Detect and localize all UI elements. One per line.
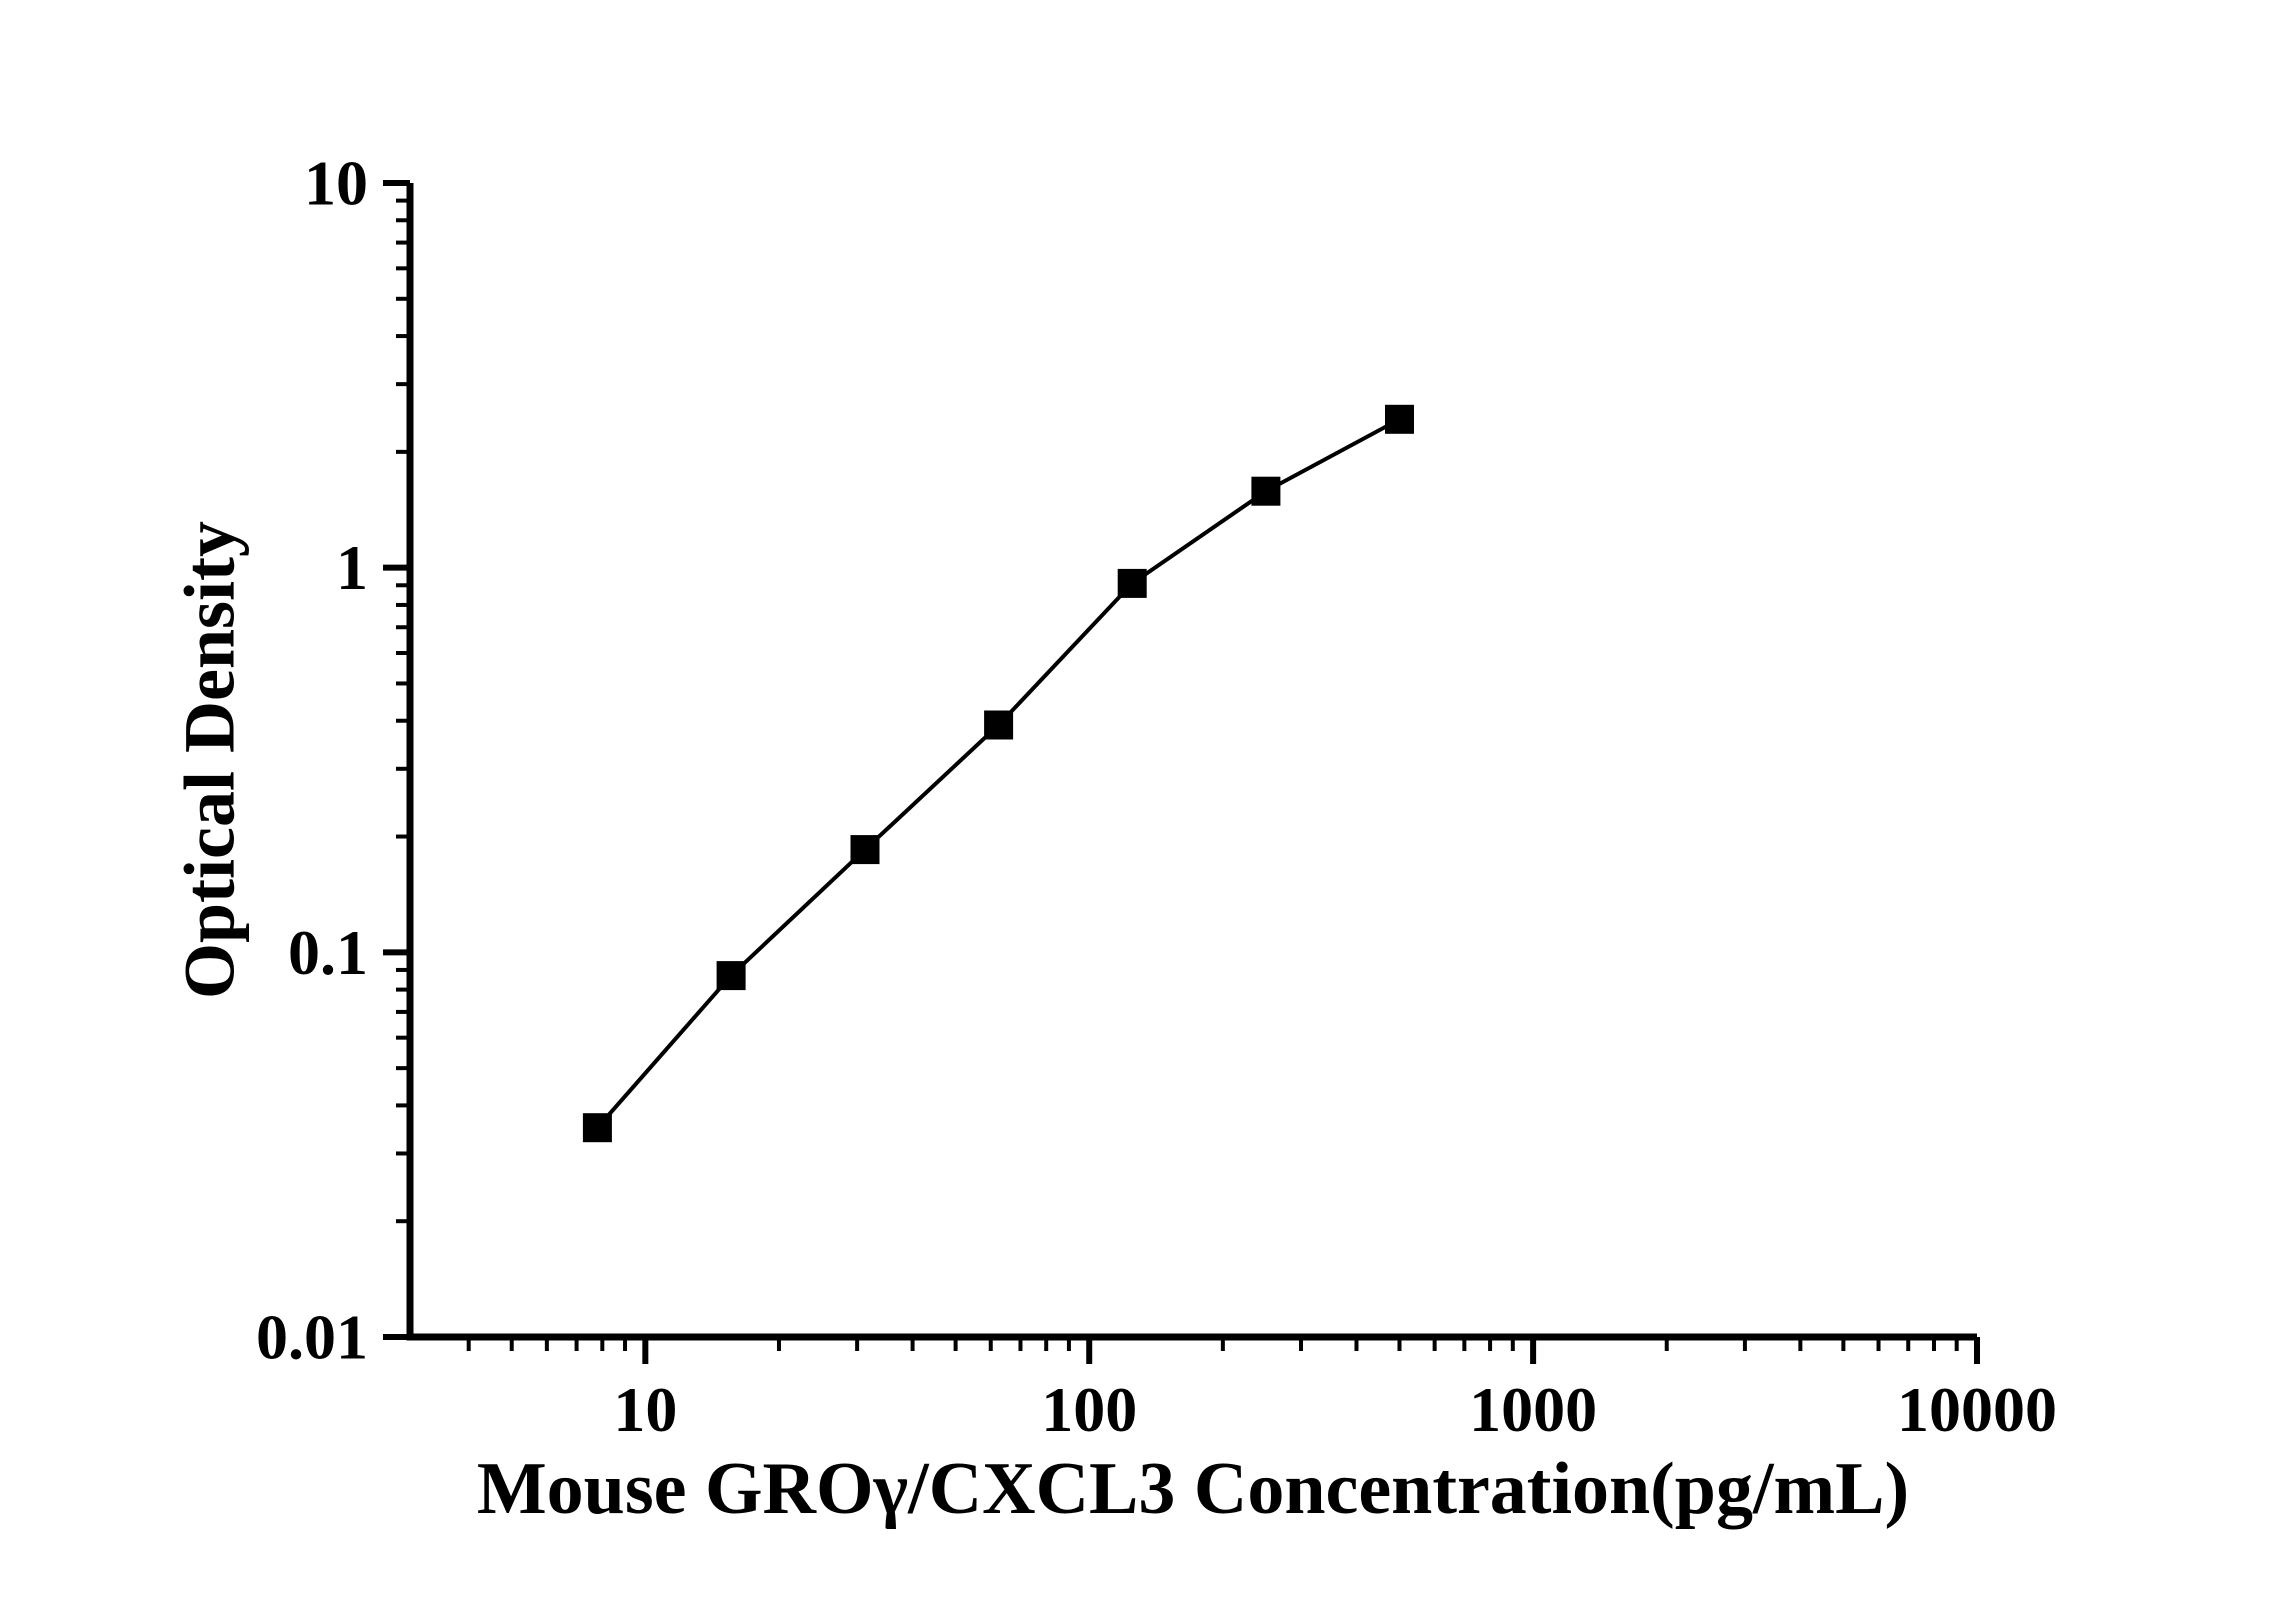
series [582, 404, 1414, 1143]
major-ticks [383, 180, 1980, 1364]
data-point-marker [1117, 568, 1147, 598]
y-tick-label: 0.1 [288, 917, 368, 988]
minor-ticks [396, 198, 1959, 1351]
x-tick-label: 10 [613, 1374, 677, 1445]
data-point-marker [716, 961, 746, 991]
x-tick-label: 1000 [1469, 1374, 1597, 1445]
axis-spines [406, 183, 1977, 1341]
y-tick-label: 10 [304, 148, 368, 219]
data-point-marker [850, 835, 880, 865]
data-point-marker [1385, 404, 1414, 434]
y-tick-label: 1 [336, 532, 368, 603]
tick-labels: 10 100 1000 10000 10 1 0.1 0.01 [256, 148, 2057, 1446]
x-tick-label: 10000 [1897, 1374, 2057, 1445]
y-tick-label: 0.01 [256, 1302, 368, 1373]
x-tick-label: 100 [1041, 1374, 1137, 1445]
data-point-marker [984, 710, 1014, 740]
y-axis-title: Optical Density [169, 521, 250, 999]
x-axis-title: Mouse GROγ/CXCL3 Concentration(pg/mL) [476, 1448, 1910, 1530]
data-point-marker [1251, 476, 1281, 506]
data-point-marker [582, 1113, 612, 1143]
axes [406, 183, 1977, 1341]
standard-curve-line [595, 417, 1401, 1130]
